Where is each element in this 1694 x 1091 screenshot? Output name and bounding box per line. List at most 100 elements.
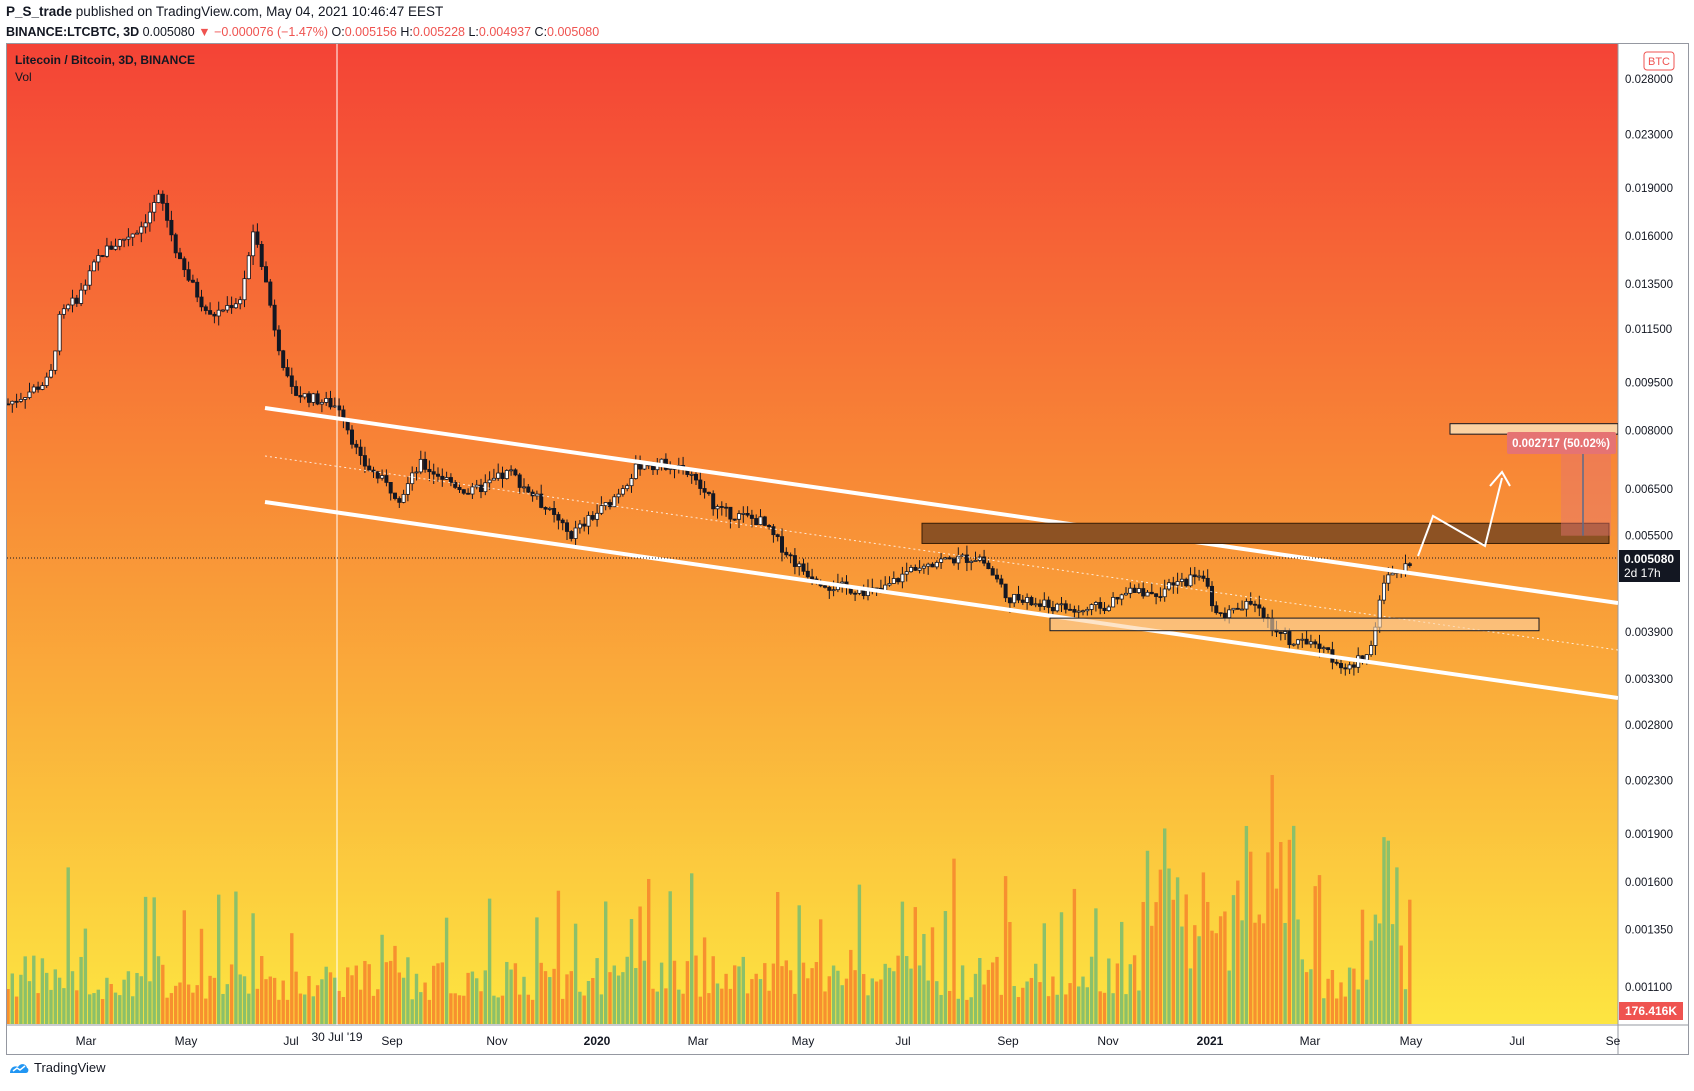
candle-body: [1167, 582, 1172, 590]
candle-body: [281, 350, 286, 368]
candle-body: [117, 239, 122, 247]
candle-body: [1042, 599, 1047, 607]
candle-body: [1119, 594, 1124, 600]
candle-body: [177, 252, 182, 260]
volume-bar: [1064, 994, 1068, 1024]
candle-body: [70, 297, 75, 306]
volume-bar: [7, 989, 10, 1024]
price-tick-label: 0.011500: [1625, 324, 1672, 336]
volume-bar: [238, 974, 242, 1024]
volume-bar: [948, 990, 952, 1024]
candle-body: [702, 488, 707, 493]
volume-bar: [1249, 851, 1253, 1024]
candle-body: [620, 488, 625, 495]
volume-bar: [139, 976, 143, 1024]
candle-body: [306, 393, 311, 403]
volume-bar: [406, 957, 410, 1024]
candle-body: [1124, 592, 1129, 596]
candle-body: [754, 518, 759, 526]
candle-body: [668, 468, 673, 470]
candle-body: [1317, 643, 1322, 649]
volume-bar: [1089, 956, 1094, 1024]
price-tick-label: 0.009500: [1625, 377, 1673, 389]
price-axis[interactable]: 0.028000 0.023000 0.019000 0.016000 0.013500…: [1625, 74, 1673, 994]
volume-bar: [174, 985, 178, 1024]
candle-body: [788, 554, 793, 557]
candle-body: [728, 506, 733, 520]
volume-bar: [986, 969, 991, 1024]
time-tick-label: Jul: [895, 1034, 910, 1048]
measure-badge: 0.002717 (50.02%): [1507, 432, 1616, 454]
author-name[interactable]: P_S_trade: [6, 4, 73, 19]
footer[interactable]: TradingView: [8, 1060, 106, 1075]
candle-body: [1192, 574, 1197, 578]
candle-body: [1351, 664, 1356, 668]
volume-bar: [1128, 964, 1132, 1024]
close-value: 0.005080: [547, 25, 600, 39]
candle-body: [1098, 602, 1103, 609]
candle-body: [410, 472, 415, 485]
candle-body: [629, 478, 634, 487]
volume-bar: [1025, 981, 1029, 1024]
candle-body: [1222, 612, 1227, 619]
open-value: 0.005156: [344, 25, 397, 39]
candle-body: [1347, 664, 1352, 670]
candle-body: [891, 578, 896, 584]
volume-badge: 176.416K: [1619, 1002, 1683, 1020]
time-tick-label: 2020: [584, 1034, 611, 1048]
candle-body: [1149, 591, 1154, 595]
volume-bar: [1085, 987, 1089, 1024]
volume-bar: [221, 993, 225, 1024]
candle-body: [706, 491, 711, 495]
volume-bar: [978, 958, 982, 1024]
candle-body: [431, 471, 436, 475]
time-axis[interactable]: Mar May Jul Sep Nov 2020 Mar May Jul Sep Nov 2021 Ma…: [76, 1034, 1621, 1048]
candle-body: [758, 516, 763, 526]
candle-body: [973, 560, 978, 562]
volume-bar: [539, 962, 543, 1024]
volume-bar: [879, 979, 883, 1024]
candle-body: [165, 202, 170, 221]
volume-bar: [862, 974, 866, 1024]
volume-bar: [255, 988, 260, 1024]
volume-bar: [677, 989, 681, 1024]
candle-body: [1390, 572, 1395, 576]
volume-bar: [178, 982, 182, 1024]
candle-body: [1253, 603, 1258, 606]
candle-body: [229, 305, 234, 309]
volume-bar: [358, 989, 363, 1024]
candle-body: [354, 443, 359, 448]
candle-body: [1210, 585, 1215, 607]
volume-bar: [19, 974, 23, 1024]
candle-body: [999, 578, 1004, 585]
candle-body: [539, 493, 544, 508]
candle-body: [969, 560, 974, 563]
volume-bar: [1395, 867, 1399, 1024]
candle-body: [457, 487, 462, 491]
candle-body: [1093, 602, 1098, 605]
candle-body: [1300, 638, 1305, 641]
candle-body: [311, 393, 316, 403]
volume-bar: [1266, 852, 1270, 1024]
candle-body: [478, 484, 483, 493]
candle-body: [220, 309, 225, 312]
volume-bar: [148, 981, 152, 1024]
price-tick-label: 0.006500: [1625, 484, 1673, 496]
currency-badge[interactable]: BTC: [1643, 51, 1675, 71]
volume-bar: [913, 907, 917, 1024]
volume-bar: [1360, 909, 1365, 1024]
projection-arrowhead: [1489, 470, 1511, 487]
volume-bar: [380, 934, 384, 1024]
candle-body: [1184, 578, 1189, 587]
candle-body: [487, 479, 492, 484]
candle-body: [225, 305, 230, 311]
candle-body: [552, 508, 557, 515]
candle-body: [577, 523, 582, 529]
volume-bar: [750, 979, 754, 1024]
volume-bar: [53, 969, 57, 1024]
volume-bar: [1077, 986, 1081, 1024]
candle-body: [956, 555, 961, 564]
candle-body: [259, 244, 264, 267]
candle-body: [651, 465, 656, 471]
candle-body: [49, 369, 54, 378]
